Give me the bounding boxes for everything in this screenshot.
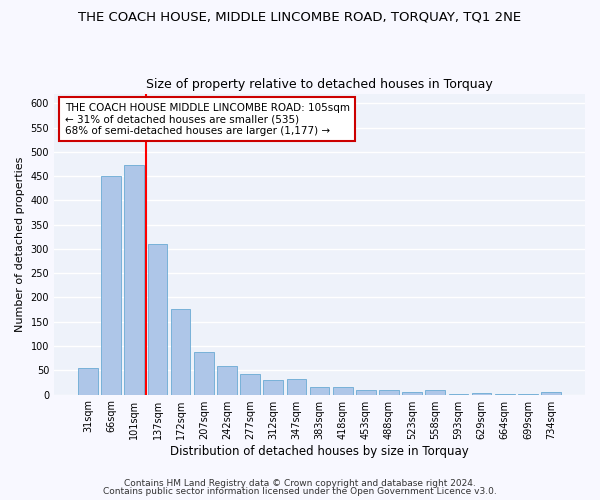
Bar (171, 309, 190, 394)
Bar (194, 352, 214, 395)
Bar (287, 379, 306, 394)
Bar (310, 388, 329, 394)
Bar (217, 366, 237, 394)
Bar (124, 166, 144, 394)
Bar (402, 392, 422, 394)
Bar (379, 390, 399, 394)
Bar (148, 244, 167, 394)
Bar (101, 176, 121, 394)
Bar (240, 374, 260, 394)
Bar (541, 392, 561, 394)
Bar (472, 392, 491, 394)
Text: THE COACH HOUSE MIDDLE LINCOMBE ROAD: 105sqm
← 31% of detached houses are smalle: THE COACH HOUSE MIDDLE LINCOMBE ROAD: 10… (65, 102, 350, 136)
Bar (425, 390, 445, 394)
Title: Size of property relative to detached houses in Torquay: Size of property relative to detached ho… (146, 78, 493, 91)
X-axis label: Distribution of detached houses by size in Torquay: Distribution of detached houses by size … (170, 444, 469, 458)
Bar (356, 390, 376, 394)
Y-axis label: Number of detached properties: Number of detached properties (15, 156, 25, 332)
Bar (263, 380, 283, 394)
Text: THE COACH HOUSE, MIDDLE LINCOMBE ROAD, TORQUAY, TQ1 2NE: THE COACH HOUSE, MIDDLE LINCOMBE ROAD, T… (79, 10, 521, 23)
Bar (333, 388, 353, 394)
Text: Contains HM Land Registry data © Crown copyright and database right 2024.: Contains HM Land Registry data © Crown c… (124, 478, 476, 488)
Bar (78, 368, 98, 394)
Text: Contains public sector information licensed under the Open Government Licence v3: Contains public sector information licen… (103, 487, 497, 496)
